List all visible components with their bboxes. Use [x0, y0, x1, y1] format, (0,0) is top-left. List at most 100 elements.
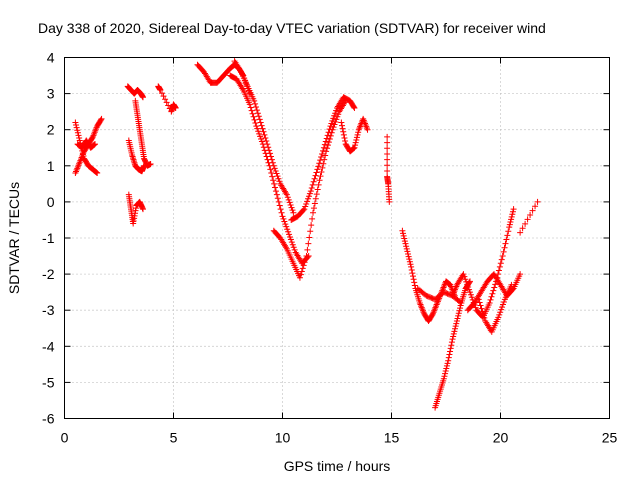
data-point [496, 263, 503, 270]
data-point [462, 276, 469, 283]
data-point [287, 201, 294, 208]
data-point [325, 139, 332, 146]
data-point [311, 175, 318, 182]
data-point [314, 186, 321, 193]
data-point [341, 134, 348, 141]
data-point [321, 156, 328, 163]
data-point [97, 116, 104, 123]
data-point [504, 232, 511, 239]
data-point [258, 138, 265, 145]
data-point [406, 258, 413, 265]
data-point [310, 205, 317, 212]
data-point [73, 124, 80, 131]
data-point [319, 150, 326, 157]
data-point [286, 199, 293, 206]
data-point [256, 130, 263, 137]
data-point [323, 135, 330, 142]
data-point [411, 282, 418, 289]
x-tick-label: 10 [275, 430, 291, 446]
data-point [409, 273, 416, 280]
data-point [508, 216, 515, 223]
data-point [312, 195, 319, 202]
data-point [263, 138, 270, 145]
data-point [350, 104, 357, 111]
data-point [384, 150, 391, 157]
data-point [283, 191, 290, 198]
y-tick-label: 2 [47, 122, 55, 138]
data-point [282, 221, 289, 228]
data-point [443, 362, 450, 369]
y-axis-label: SDTVAR / TECUs [6, 182, 22, 294]
data-point [354, 131, 361, 138]
data-point [253, 123, 260, 130]
data-point [270, 177, 277, 184]
data-point [519, 225, 526, 232]
data-point [290, 209, 297, 216]
data-point [318, 168, 325, 175]
chart-title: Day 338 of 2020, Sidereal Day-to-day VTE… [38, 20, 546, 36]
data-point [495, 314, 502, 321]
data-point [488, 293, 495, 300]
data-point [272, 184, 279, 191]
data-point [251, 97, 258, 104]
data-point [384, 156, 391, 163]
data-point [452, 325, 459, 332]
data-point [258, 135, 265, 142]
data-point [324, 142, 331, 149]
data-point [408, 266, 415, 273]
data-point [502, 240, 509, 247]
data-point [339, 125, 346, 132]
data-point [489, 290, 496, 297]
marks [72, 58, 541, 411]
data-point [448, 342, 455, 349]
data-point [476, 299, 483, 306]
data-point [409, 270, 416, 277]
data-point [384, 162, 391, 169]
data-point [147, 160, 154, 167]
data-point [284, 194, 291, 201]
data-point [320, 144, 327, 151]
data-point [254, 110, 261, 117]
data-point [454, 315, 461, 322]
data-point [76, 137, 83, 144]
data-point [320, 160, 327, 167]
data-point [441, 373, 448, 380]
data-point [448, 339, 455, 346]
data-point [517, 229, 524, 236]
data-point [499, 304, 506, 311]
data-point [486, 299, 493, 306]
data-point [487, 296, 494, 303]
data-point [306, 190, 313, 197]
data-point [307, 228, 314, 235]
data-point [532, 203, 539, 210]
data-point [386, 198, 393, 205]
data-point [257, 133, 264, 140]
y-tick-label: 3 [47, 86, 55, 102]
series-prn-q [432, 278, 473, 411]
data-point [506, 224, 513, 231]
data-point [507, 219, 514, 226]
data-point [455, 310, 462, 317]
data-point [402, 240, 409, 247]
data-point [450, 330, 457, 337]
data-point [312, 172, 319, 179]
data-point [274, 195, 281, 202]
data-point [255, 113, 262, 120]
data-point [172, 105, 179, 112]
y-tick-label: 1 [47, 158, 55, 174]
data-point [139, 94, 146, 101]
series-prn-t [414, 285, 465, 306]
data-point [287, 236, 294, 243]
data-point [281, 218, 288, 225]
data-point [468, 294, 475, 301]
data-point [400, 230, 407, 237]
data-point [253, 107, 260, 114]
data-point [297, 271, 304, 278]
data-point [453, 320, 460, 327]
data-point [499, 301, 506, 308]
data-point [456, 307, 463, 314]
data-point [400, 232, 407, 239]
data-point [305, 240, 312, 247]
data-point [353, 137, 360, 144]
